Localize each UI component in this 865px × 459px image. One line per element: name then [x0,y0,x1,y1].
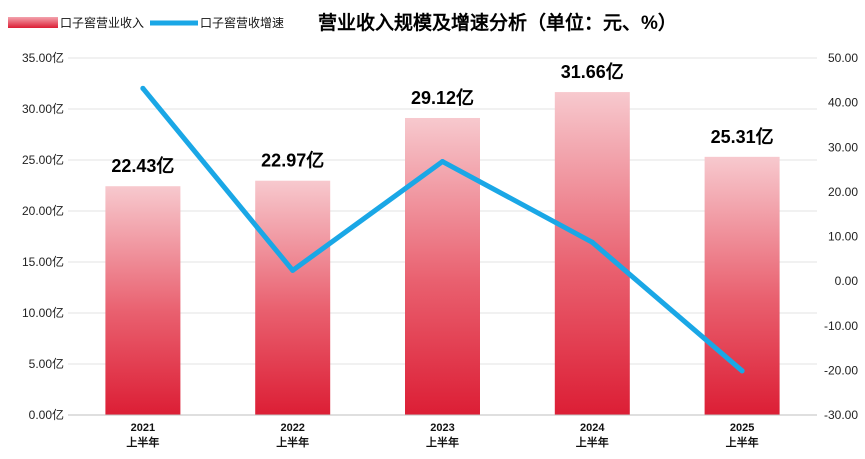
y-left-tick-label: 25.00亿 [22,152,64,167]
x-tick-label-period: 上半年 [126,435,159,449]
legend-swatch-revenue [8,17,58,28]
y-right-tick-label: -10.00 [824,319,858,333]
growth-point [290,267,296,273]
bar-value-label: 31.66亿 [561,61,624,82]
x-tick-label-period: 上半年 [576,435,609,449]
bar-value-label: 22.97亿 [261,150,324,171]
bar-value-label: 22.43亿 [111,155,174,176]
y-left-tick-label: 10.00亿 [22,305,64,320]
revenue-bar [554,92,630,416]
y-left-tick-label: 0.00亿 [29,407,64,422]
y-left-tick-label: 5.00亿 [29,356,64,371]
labels-layer: 22.43亿 22.97亿 29.12亿 31.66亿 25.31亿 [111,61,773,176]
y-left-tick-label: 15.00亿 [22,254,64,269]
growth-point [739,368,745,374]
x-tick-label-period: 上半年 [276,435,309,449]
revenue-bar [105,186,181,415]
legend: 口子窖营业收入 口子窖营收增速 [8,15,284,30]
y-left-tick-label: 35.00亿 [22,50,64,65]
revenue-bar [255,180,331,415]
y-right-tick-label: 50.00 [828,51,858,65]
y-right-tick-label: 20.00 [828,185,858,199]
x-tick-label-year: 2024 [580,422,605,434]
growth-point [440,159,445,165]
x-tick-label-period: 上半年 [726,435,759,449]
x-tick-label-year: 2023 [430,422,454,434]
growth-point [589,239,595,245]
x-tick-label-year: 2025 [730,422,754,434]
y-right-tick-label: 0.00 [835,274,859,288]
x-tick-label-year: 2022 [280,422,304,434]
bar-value-label: 29.12亿 [411,87,474,108]
y-right-tick-label: 10.00 [828,230,858,244]
legend-label-growth: 口子窖营收增速 [200,15,284,30]
y-right-tick-label: 30.00 [828,140,858,154]
y-left-tick-label: 30.00亿 [22,101,64,116]
y-right-tick-label: 40.00 [828,96,858,110]
bar-value-label: 25.31亿 [711,126,774,147]
growth-point [140,85,146,91]
axes-layer: 0.00亿 5.00亿 10.00亿 15.00亿 20.00亿 25.00亿 30.00亿… [22,50,858,449]
chart-title: 营业收入规模及增速分析（单位：元、%） [318,11,677,34]
bars-layer [105,92,780,416]
y-left-tick-label: 20.00亿 [22,203,64,218]
revenue-bar [704,156,780,415]
x-tick-label-period: 上半年 [426,435,459,449]
legend-label-revenue: 口子窖营业收入 [60,15,144,30]
revenue-bar [405,117,480,415]
x-tick-label-year: 2021 [131,422,155,434]
y-right-tick-label: -30.00 [824,408,858,422]
y-right-tick-label: -20.00 [824,363,858,377]
line-layer [140,85,745,374]
